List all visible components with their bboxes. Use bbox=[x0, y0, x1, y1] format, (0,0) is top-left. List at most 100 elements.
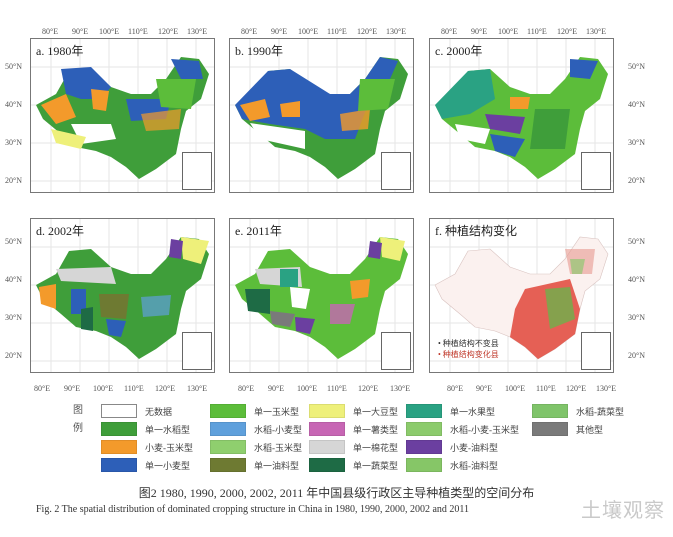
legend-swatch bbox=[210, 440, 246, 454]
legend-item: 水稻-小麦型 bbox=[210, 422, 302, 436]
legend-label: 水稻-油料型 bbox=[450, 460, 498, 471]
map-panel-f: f. 种植结构变化 • 种植结构不变县 • 种植结构变化县 bbox=[429, 218, 614, 373]
legend-item: 单一小麦型 bbox=[101, 458, 190, 472]
tick-label: 30°N bbox=[5, 313, 22, 322]
south-china-sea-inset bbox=[182, 332, 212, 370]
tick-label: 50°N bbox=[628, 62, 645, 71]
tick-label: 80°E bbox=[238, 384, 255, 393]
legend-item: 水稻-玉米型 bbox=[210, 440, 302, 454]
map-panel-d: d. 2002年 bbox=[30, 218, 215, 373]
south-china-sea-inset bbox=[381, 332, 411, 370]
tick-label: 130°E bbox=[586, 27, 607, 36]
tick-label: 120°E bbox=[155, 384, 176, 393]
tick-label: 110°E bbox=[327, 384, 347, 393]
china-map-1990 bbox=[235, 57, 408, 179]
tick-label: 110°E bbox=[527, 27, 547, 36]
tick-label: 40°N bbox=[5, 275, 22, 284]
tick-label: 120°E bbox=[357, 27, 378, 36]
legend-item: 小麦-油料型 bbox=[406, 440, 498, 454]
changed-county-label: • 种植结构变化县 bbox=[438, 350, 499, 359]
tick-label: 40°N bbox=[5, 100, 22, 109]
legend-swatch bbox=[532, 404, 568, 418]
panel-title: c. 2000年 bbox=[435, 44, 483, 58]
tick-label: 90°E bbox=[64, 384, 81, 393]
watermark: 土壤观察 bbox=[581, 498, 665, 522]
map-panel-c: c. 2000年 bbox=[429, 38, 614, 193]
china-map-change bbox=[434, 236, 609, 360]
tick-label: 80°E bbox=[42, 27, 59, 36]
tick-label: 50°N bbox=[5, 62, 22, 71]
legend-swatch bbox=[309, 404, 345, 418]
legend-item: 单一大豆型 bbox=[309, 404, 398, 418]
tick-label: 130°E bbox=[187, 384, 208, 393]
legend-label: 水稻-小麦-玉米型 bbox=[450, 424, 519, 435]
legend-item: 其他型 bbox=[532, 422, 603, 436]
legend-item: 无数据 bbox=[101, 404, 172, 418]
figure-caption-en: Fig. 2 The spatial distribution of domin… bbox=[36, 504, 470, 515]
tick-label: 100°E bbox=[498, 27, 519, 36]
tick-label: 110°E bbox=[124, 384, 144, 393]
china-map-1980 bbox=[36, 57, 209, 179]
tick-label: 120°E bbox=[158, 27, 179, 36]
legend-swatch bbox=[406, 422, 442, 436]
figure-caption-cn: 图2 1980, 1990, 2000, 2002, 2011 年中国县级行政区… bbox=[138, 486, 535, 500]
tick-label: 50°N bbox=[628, 237, 645, 246]
china-map-2002 bbox=[36, 237, 209, 359]
tick-label: 80°E bbox=[441, 27, 458, 36]
tick-label: 100°E bbox=[505, 384, 526, 393]
legend-label: 单一薯类型 bbox=[353, 424, 399, 435]
legend-label: 单一蔬菜型 bbox=[353, 460, 399, 471]
tick-label: 50°N bbox=[5, 237, 22, 246]
tick-label: 130°E bbox=[386, 27, 407, 36]
map-panel-a: a. 1980年 bbox=[30, 38, 215, 193]
tick-label: 90°E bbox=[271, 27, 288, 36]
legend-label: 其他型 bbox=[576, 424, 604, 435]
legend-swatch bbox=[406, 458, 442, 472]
tick-label: 100°E bbox=[99, 27, 120, 36]
tick-label: 20°N bbox=[5, 176, 22, 185]
tick-label: 30°N bbox=[5, 138, 22, 147]
tick-label: 110°E bbox=[128, 27, 148, 36]
tick-label: 30°N bbox=[628, 138, 645, 147]
tick-label: 110°E bbox=[327, 27, 347, 36]
legend-label: 无数据 bbox=[145, 406, 173, 417]
tick-label: 90°E bbox=[476, 384, 493, 393]
map-panel-b: b. 1990年 bbox=[229, 38, 414, 193]
tick-label: 130°E bbox=[187, 27, 208, 36]
legend-label: 单一小麦型 bbox=[145, 460, 191, 471]
south-china-sea-inset bbox=[581, 332, 611, 370]
tick-label: 80°E bbox=[447, 384, 464, 393]
legend-label: 水稻-玉米型 bbox=[254, 442, 302, 453]
legend-item: 水稻-小麦-玉米型 bbox=[406, 422, 519, 436]
panel-title: d. 2002年 bbox=[36, 224, 85, 238]
panel-title: a. 1980年 bbox=[36, 44, 84, 58]
legend-item: 单一蔬菜型 bbox=[309, 458, 398, 472]
legend-label: 单一水稻型 bbox=[145, 424, 191, 435]
legend-swatch bbox=[210, 458, 246, 472]
tick-label: 90°E bbox=[72, 27, 89, 36]
legend-label: 小麦-油料型 bbox=[450, 442, 498, 453]
legend-item: 水稻-油料型 bbox=[406, 458, 498, 472]
tick-label: 120°E bbox=[358, 384, 379, 393]
tick-label: 130°E bbox=[596, 384, 617, 393]
tick-label: 20°N bbox=[628, 176, 645, 185]
legend-label: 水稻-蔬菜型 bbox=[576, 406, 624, 417]
tick-label: 90°E bbox=[471, 27, 488, 36]
legend-label: 单一水果型 bbox=[450, 406, 496, 417]
tick-label: 130°E bbox=[390, 384, 411, 393]
legend-swatch bbox=[309, 458, 345, 472]
china-map-2011 bbox=[235, 237, 408, 359]
south-china-sea-inset bbox=[381, 152, 411, 190]
tick-label: 100°E bbox=[297, 384, 318, 393]
tick-label: 100°E bbox=[93, 384, 114, 393]
legend-item: 单一薯类型 bbox=[309, 422, 398, 436]
china-map-2000 bbox=[435, 57, 608, 179]
legend-swatch bbox=[406, 440, 442, 454]
tick-label: 40°N bbox=[628, 100, 645, 109]
legend-label: 小麦-玉米型 bbox=[145, 442, 193, 453]
legend-swatch bbox=[101, 404, 137, 418]
legend-label: 水稻-小麦型 bbox=[254, 424, 302, 435]
tick-label: 90°E bbox=[268, 384, 285, 393]
legend-item: 单一棉花型 bbox=[309, 440, 398, 454]
legend-title: 图例 bbox=[73, 405, 83, 434]
